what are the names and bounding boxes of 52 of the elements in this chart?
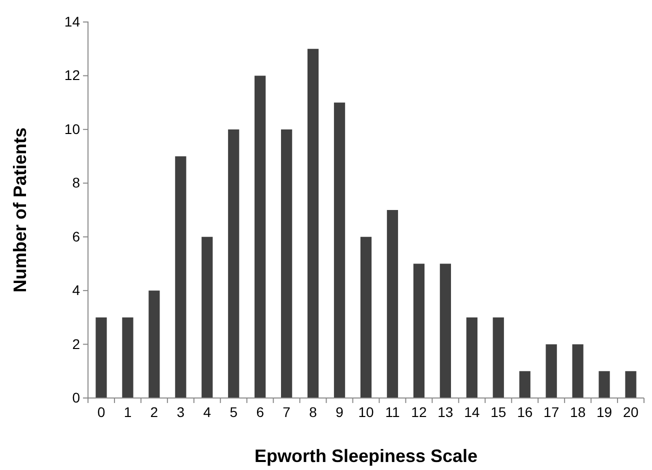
bar xyxy=(96,317,107,398)
x-tick-label: 13 xyxy=(438,404,454,420)
x-tick-label: 1 xyxy=(124,404,132,420)
bar xyxy=(598,371,610,398)
x-tick-label: 20 xyxy=(622,404,639,420)
y-tick-label: 12 xyxy=(64,67,80,84)
bar xyxy=(254,76,266,398)
bar xyxy=(360,236,372,398)
x-tick-label: 18 xyxy=(570,404,586,420)
bar xyxy=(122,317,134,398)
x-tick-label: 16 xyxy=(517,404,533,420)
bar xyxy=(386,210,398,398)
x-tick-label: 15 xyxy=(490,404,506,420)
bar xyxy=(281,129,292,398)
y-tick-label: 0 xyxy=(72,389,80,406)
bar xyxy=(334,102,346,398)
y-tick-label: 2 xyxy=(72,336,80,352)
y-tick-label: 6 xyxy=(72,228,80,244)
y-axis-title: Number of Patients xyxy=(10,127,30,293)
x-tick-label: 8 xyxy=(309,404,318,420)
bar xyxy=(519,371,530,398)
bar xyxy=(148,290,160,398)
x-tick-label: 7 xyxy=(282,404,291,420)
x-tick-label: 17 xyxy=(544,404,560,420)
bar xyxy=(625,371,636,398)
x-axis-title: Epworth Sleepiness Scale xyxy=(254,446,478,466)
bar xyxy=(466,317,478,398)
bar xyxy=(175,156,186,398)
x-tick-label: 9 xyxy=(336,404,344,420)
bar xyxy=(307,48,319,398)
x-tick-label: 3 xyxy=(176,404,185,420)
bar xyxy=(202,236,213,398)
x-tick-label: 5 xyxy=(230,404,238,420)
y-tick-label: 10 xyxy=(64,120,80,137)
x-tick-label: 11 xyxy=(385,404,400,420)
bar xyxy=(546,344,557,398)
x-tick-label: 4 xyxy=(203,404,212,420)
bar xyxy=(572,344,584,398)
x-tick-label: 19 xyxy=(596,404,612,420)
x-tick-label: 14 xyxy=(464,404,480,420)
y-tick-label: 14 xyxy=(64,13,80,30)
y-tick-label: 4 xyxy=(72,282,80,298)
bar xyxy=(228,129,240,398)
x-tick-label: 0 xyxy=(97,404,106,420)
bar xyxy=(413,264,425,398)
y-tick-label: 8 xyxy=(72,174,80,191)
x-tick-label: 12 xyxy=(411,404,427,420)
bar xyxy=(440,264,451,398)
x-tick-label: 2 xyxy=(150,404,158,420)
bar xyxy=(492,317,504,398)
x-tick-label: 10 xyxy=(358,404,374,420)
x-tick-label: 6 xyxy=(256,404,264,420)
